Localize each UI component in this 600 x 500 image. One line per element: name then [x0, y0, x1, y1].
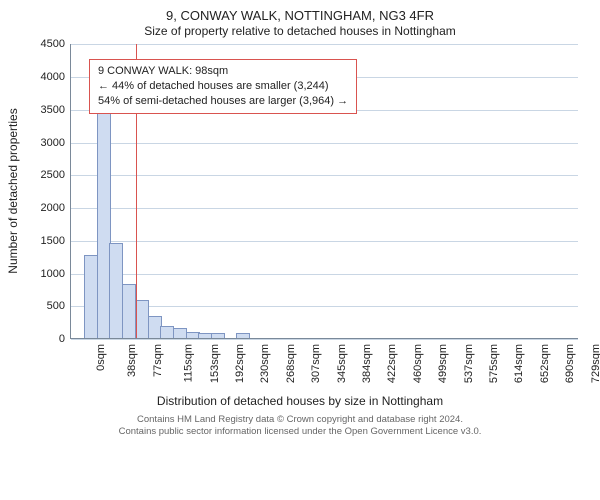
histogram-bar: [236, 333, 250, 338]
footer-line-2: Contains public sector information licen…: [119, 426, 482, 438]
y-tick-label: 3000: [41, 137, 71, 149]
annotation-line: ← 44% of detached houses are smaller (3,…: [98, 79, 348, 94]
y-tick-label: 4500: [41, 38, 71, 50]
plot-area: 0500100015002000250030003500400045000sqm…: [70, 44, 578, 339]
gridline: [71, 175, 578, 176]
gridline: [71, 208, 578, 209]
x-tick-label: 0sqm: [95, 344, 107, 371]
y-tick-label: 4000: [41, 71, 71, 83]
y-tick-label: 3500: [41, 104, 71, 116]
annotation-line: 9 CONWAY WALK: 98sqm: [98, 64, 348, 79]
x-tick-label: 268sqm: [285, 344, 297, 383]
y-tick-label: 500: [47, 300, 71, 312]
x-tick-label: 115sqm: [183, 344, 195, 382]
chart: 0 500 1000 1500 2000 2500 3000 3500 4000 4500 0sqm…: [0, 39, 600, 444]
y-tick-label: 0: [59, 333, 71, 345]
y-tick-label: 1500: [41, 235, 71, 247]
x-axis-label: Distribution of detached houses by size …: [157, 394, 443, 408]
x-tick-label: 460sqm: [412, 344, 424, 383]
gridline: [71, 44, 578, 45]
gridline: [71, 274, 578, 275]
x-tick-label: 422sqm: [387, 344, 399, 383]
x-tick-label: 192sqm: [234, 344, 246, 383]
page-title: 9, CONWAY WALK, NOTTINGHAM, NG3 4FR: [0, 8, 600, 24]
annotation-box: 9 CONWAY WALK: 98sqm← 44% of detached ho…: [89, 59, 357, 114]
footer-line-1: Contains HM Land Registry data © Crown c…: [119, 414, 482, 426]
y-axis-label: Number of detached properties: [6, 109, 20, 274]
gridline: [71, 143, 578, 144]
attribution-footer: Contains HM Land Registry data © Crown c…: [119, 414, 482, 439]
x-tick-label: 614sqm: [514, 344, 526, 383]
x-tick-label: 345sqm: [336, 344, 348, 383]
annotation-line: 54% of semi-detached houses are larger (…: [98, 94, 348, 109]
x-tick-label: 307sqm: [310, 344, 322, 383]
x-tick-label: 499sqm: [437, 344, 449, 383]
x-tick-label: 77sqm: [152, 344, 164, 377]
x-tick-label: 652sqm: [539, 344, 551, 383]
x-tick-label: 537sqm: [463, 344, 475, 383]
x-tick-label: 729sqm: [590, 344, 600, 383]
x-tick-label: 690sqm: [564, 344, 576, 383]
x-tick-label: 38sqm: [126, 344, 138, 377]
page-subtitle: Size of property relative to detached ho…: [0, 24, 600, 39]
gridline: [71, 339, 578, 340]
x-tick-label: 230sqm: [260, 344, 272, 383]
y-tick-label: 1000: [41, 268, 71, 280]
x-tick-label: 575sqm: [488, 344, 500, 383]
y-tick-label: 2500: [41, 169, 71, 181]
title-block: 9, CONWAY WALK, NOTTINGHAM, NG3 4FR Size…: [0, 0, 600, 39]
x-tick-label: 153sqm: [209, 344, 221, 383]
x-tick-label: 384sqm: [361, 344, 373, 383]
histogram-bar: [211, 333, 225, 338]
y-tick-label: 2000: [41, 202, 71, 214]
gridline: [71, 241, 578, 242]
